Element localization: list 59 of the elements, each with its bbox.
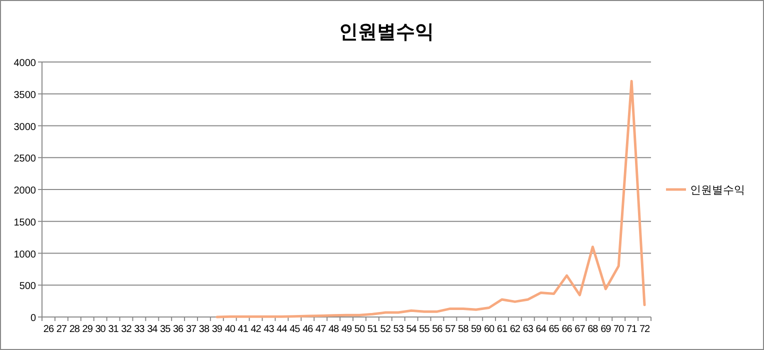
x-tick-label: 26 [43, 324, 54, 335]
x-tick-label: 56 [432, 324, 444, 335]
x-tick-label: 49 [341, 324, 352, 335]
x-tick-label: 59 [471, 324, 482, 335]
x-tick-label: 71 [626, 324, 638, 335]
x-tick-label: 29 [82, 324, 94, 335]
chart-title: 인원별수익 [339, 22, 434, 43]
x-tick-label: 46 [302, 324, 314, 335]
x-tick-label: 39 [212, 324, 223, 335]
x-tick-label: 70 [614, 324, 625, 335]
y-tick-label: 500 [19, 281, 36, 292]
x-tick-label: 48 [328, 324, 340, 335]
x-tick-label: 37 [186, 324, 198, 335]
x-tick-label: 42 [250, 324, 262, 335]
x-tick-label: 54 [406, 324, 418, 335]
x-tick-label: 63 [522, 324, 534, 335]
y-tick-label: 2000 [14, 186, 36, 196]
x-tick-label: 43 [264, 324, 275, 335]
x-tick-label: 38 [198, 324, 210, 335]
x-tick-label: 72 [639, 324, 651, 335]
y-tick-label: 0 [30, 313, 36, 324]
y-tick-label: 1000 [14, 249, 36, 260]
y-tick-label: 3000 [14, 122, 36, 133]
x-tick-label: 55 [419, 324, 430, 335]
x-tick-label: 51 [367, 324, 378, 335]
x-tick-label: 32 [121, 324, 132, 335]
x-tick-label: 31 [108, 324, 120, 335]
x-tick-label: 57 [445, 324, 456, 335]
x-tick-label: 52 [380, 324, 392, 335]
x-tick-label: 50 [354, 324, 366, 335]
x-tick-label: 65 [548, 324, 560, 335]
x-tick-label: 69 [600, 324, 612, 335]
x-tick-label: 40 [224, 324, 236, 335]
x-tick-label: 44 [276, 324, 288, 335]
x-tick-label: 61 [496, 324, 508, 335]
x-tick-label: 64 [536, 324, 547, 335]
x-tick-label: 35 [160, 324, 172, 335]
x-tick-label: 45 [290, 324, 301, 335]
y-tick-label: 4000 [14, 58, 36, 69]
x-tick-label: 66 [562, 324, 573, 335]
x-tick-label: 33 [134, 324, 146, 335]
x-tick-label: 62 [510, 324, 521, 335]
x-tick-label: 28 [69, 324, 80, 335]
legend-label: 인원별수익 [690, 184, 745, 196]
x-tick-label: 41 [238, 324, 249, 335]
line-series [216, 80, 646, 318]
x-tick-label: 68 [588, 324, 599, 335]
x-tick-label: 58 [458, 324, 470, 335]
y-tick-label: 1500 [14, 217, 36, 228]
x-tick-label: 47 [316, 324, 327, 335]
x-tick-label: 30 [95, 324, 106, 335]
y-tick-label: 2500 [14, 154, 36, 165]
x-tick-label: 60 [484, 324, 496, 335]
x-tick-label: 27 [56, 324, 68, 335]
y-tick-label: 3500 [14, 90, 36, 101]
x-tick-label: 34 [147, 324, 158, 335]
x-tick-label: 53 [393, 324, 404, 335]
x-tick-label: 36 [172, 324, 184, 335]
x-tick-label: 67 [574, 324, 586, 335]
